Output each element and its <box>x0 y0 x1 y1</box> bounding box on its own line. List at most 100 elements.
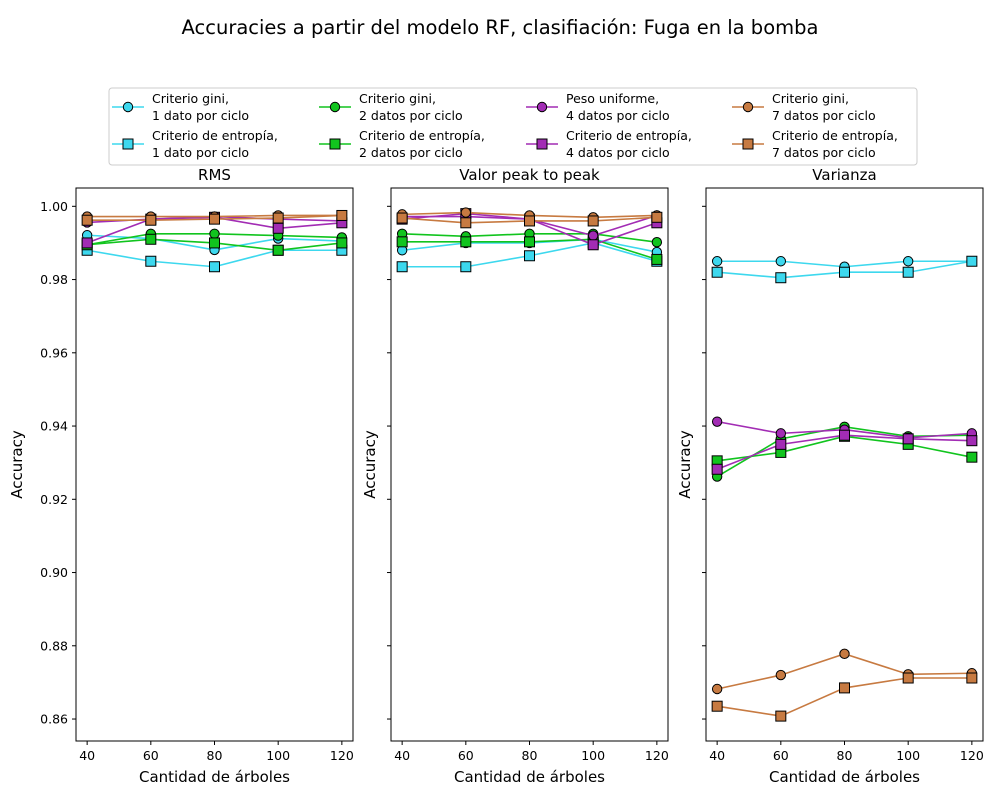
data-point <box>839 648 850 660</box>
data-point <box>651 253 663 265</box>
data-point <box>902 433 914 445</box>
data-point <box>272 222 284 234</box>
panel-title: Varianza <box>812 166 876 184</box>
data-point <box>272 212 284 224</box>
panel-2: Valor peak to peak 40 60 80 100 120 Cantidad d… <box>361 166 669 786</box>
y-tick-label: 0.88 <box>40 638 68 653</box>
data-point <box>336 237 348 249</box>
data-point <box>524 250 535 262</box>
legend-label-line2: 4 datos por ciclo <box>566 145 670 160</box>
legend-label-line2: 7 datos por ciclo <box>772 145 876 160</box>
x-tick-label: 80 <box>837 748 853 763</box>
legend-entry-2: Criterio de entropía, 1 dato por ciclo <box>112 128 278 160</box>
data-point <box>839 429 850 441</box>
data-point <box>145 233 157 245</box>
data-point <box>711 463 723 475</box>
x-tick-label: 40 <box>394 748 410 763</box>
legend-label-line1: Peso uniforme, <box>566 91 659 106</box>
x-tick-label: 40 <box>79 748 95 763</box>
data-point <box>711 266 723 278</box>
legend-label-line2: 1 dato por ciclo <box>152 108 249 123</box>
y-tick-label: 0.94 <box>40 419 68 434</box>
y-tick-label: 0.92 <box>40 492 68 507</box>
data-point <box>966 451 978 463</box>
x-tick-label: 60 <box>773 748 789 763</box>
data-point <box>711 416 723 427</box>
legend-entry-6: Criterio de entropía, 4 datos por ciclo <box>526 128 692 160</box>
data-point <box>524 215 535 227</box>
data-point <box>775 272 787 284</box>
figure-title: Accuracies a partir del modelo RF, clasi… <box>182 16 819 39</box>
data-point <box>460 207 472 218</box>
legend-entry-3: Criterio gini, 2 datos por ciclo <box>319 91 463 123</box>
data-point <box>966 672 978 684</box>
y-tick-label: 0.90 <box>40 565 68 580</box>
y-axis-label: Accuracy <box>8 430 26 499</box>
data-point <box>336 209 348 221</box>
x-tick-label: 120 <box>330 748 354 763</box>
series-8 <box>396 211 663 229</box>
x-axis-label: Cantidad de árboles <box>769 768 920 786</box>
series-8 <box>81 209 348 226</box>
legend-entry-7: Criterio gini, 7 datos por ciclo <box>732 91 876 123</box>
data-point <box>902 256 914 267</box>
plot-frame <box>390 187 669 742</box>
x-tick-label: 80 <box>207 748 223 763</box>
data-point <box>966 435 978 447</box>
data-point <box>651 237 663 248</box>
legend-label-line2: 2 datos por ciclo <box>359 108 463 123</box>
series-3 <box>396 228 663 248</box>
legend-entry-8: Criterio de entropía, 7 datos por ciclo <box>732 128 898 160</box>
data-point <box>209 261 220 273</box>
legend-label-line1: Criterio gini, <box>152 91 229 106</box>
legend-label-line1: Criterio de entropía, <box>772 128 898 143</box>
legend-marker <box>122 138 134 150</box>
y-tick-label: 1.00 <box>40 199 68 214</box>
data-point <box>587 230 599 241</box>
legend-entry-5: Peso uniforme, 4 datos por ciclo <box>526 91 670 123</box>
data-point <box>711 256 723 267</box>
legend-marker <box>122 101 134 113</box>
y-axis-label: Accuracy <box>676 430 694 499</box>
data-point <box>145 214 157 226</box>
legend-marker <box>742 101 754 113</box>
legend-label-line1: Criterio gini, <box>772 91 849 106</box>
data-point <box>587 239 599 251</box>
data-point <box>839 266 850 278</box>
x-tick-label: 100 <box>581 748 605 763</box>
data-point <box>460 217 472 229</box>
series-2 <box>711 255 978 284</box>
data-point <box>81 237 93 249</box>
x-tick-label: 40 <box>709 748 725 763</box>
data-point <box>396 236 408 248</box>
data-point <box>145 255 157 267</box>
data-point <box>524 236 535 248</box>
legend-entry-4: Criterio de entropía, 2 datos por ciclo <box>319 128 485 160</box>
panel-title: RMS <box>198 166 231 184</box>
data-point <box>651 211 663 223</box>
panel-3: Varianza 40 60 80 100 120 Cantidad de árboles A… <box>676 166 984 786</box>
x-tick-label: 120 <box>960 748 984 763</box>
data-point <box>839 682 850 694</box>
data-point <box>209 213 220 225</box>
legend-label-line2: 4 datos por ciclo <box>566 108 670 123</box>
data-point <box>775 669 787 681</box>
data-point <box>396 212 408 224</box>
y-tick-label: 0.96 <box>40 345 68 360</box>
series-6 <box>711 429 978 475</box>
legend-entry-1: Criterio gini, 1 dato por ciclo <box>112 91 249 123</box>
data-point <box>460 261 472 273</box>
data-point <box>902 266 914 278</box>
legend-frame <box>108 87 918 166</box>
x-tick-label: 100 <box>266 748 290 763</box>
legend-marker <box>536 101 548 113</box>
data-point <box>966 255 978 267</box>
x-tick-label: 60 <box>458 748 474 763</box>
legend-label-line2: 1 dato por ciclo <box>152 145 249 160</box>
y-tick-label: 0.98 <box>40 272 68 287</box>
data-point <box>81 214 93 226</box>
y-tick-label: 0.86 <box>40 712 68 727</box>
y-axis-label: Accuracy <box>361 430 379 499</box>
